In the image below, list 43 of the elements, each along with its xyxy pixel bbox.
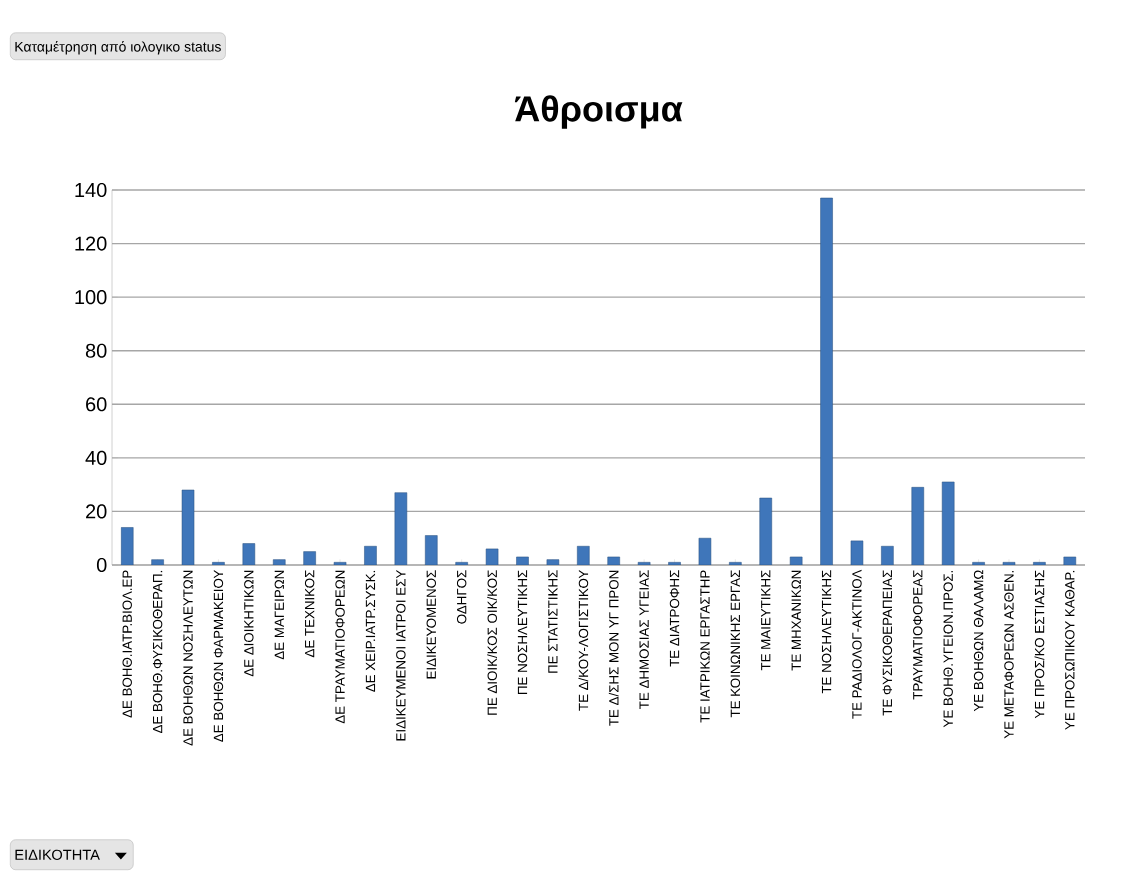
x-tick-label: ΥΕ ΜΕΤΑΦΟΡΕΩΝ ΑΣΘΕΝ. bbox=[1004, 570, 1014, 739]
x-tick-label: ΕΙΔΙΚΕΥΟΜΕΝΟΣ bbox=[426, 570, 436, 679]
x-tick-label: ΤΕ ΔΗΜΟΣΙΑΣ ΥΓΕΙΑΣ bbox=[639, 570, 649, 709]
x-tick-label: ΔΕ ΧΕΙΡ.ΙΑΤΡ.ΣΥΣΚ. bbox=[365, 570, 376, 692]
y-tick-label: 100 bbox=[75, 290, 107, 305]
y-tick-label: 140 bbox=[75, 182, 107, 198]
y-tick-label: 20 bbox=[86, 504, 107, 519]
x-tick-label: ΔΕ ΤΕΧΝΙΚΟΣ bbox=[304, 570, 315, 658]
chart-title: Άθροισμα bbox=[514, 95, 683, 129]
x-tick-label: ΥΕ ΠΡΟΣΩΠΙΚΟΥ ΚΑΘΑΡ. bbox=[1065, 570, 1075, 730]
x-tick-label: ΔΕ ΒΟΗΘΩΝ ΝΟΣΗΛΕΥΤΩΝ bbox=[183, 570, 193, 746]
x-tick-label: ΥΕ ΒΟΗΘ.ΥΓΕΙΟΝ.ΠΡΟΣ. bbox=[943, 570, 953, 728]
x-tick-label: ΤΡΑΥΜΑΤΙΟΦΟΡΕΑΣ bbox=[913, 570, 923, 700]
x-tick-label: ΔΕ ΔΙΟΙΚΗΤΙΚΩΝ bbox=[244, 570, 254, 677]
x-tick-label: ΔΕ ΤΡΑΥΜΑΤΙΟΦΟΡΕΩΝ bbox=[335, 570, 345, 724]
text: ΕΙΔΙΚΟΤΗΤΑ bbox=[15, 849, 100, 860]
x-tick-label: ΤΕ ΡΑΔΙΟΛΟΓ-ΑΚΤΙΝΟΛ bbox=[852, 569, 862, 719]
x-tick-label: ΤΕ ΔΙΑΤΡΟΦΗΣ bbox=[669, 570, 680, 667]
x-tick-label: ΠΕ ΔΙΟΙΚ/ΚΟΣ ΟΙΚ/ΚΟΣ bbox=[487, 570, 497, 715]
x-tick-label: ΤΕ ΦΥΣΙΚΟΘΕΡΑΠΕΙΑΣ bbox=[882, 570, 893, 716]
x-tick-label: ΟΔΗΓΟΣ bbox=[456, 570, 467, 624]
x-tick-label: ΤΕ Δ/ΚΟΥ-ΛΟΓΙΣΤΙΚΟΥ bbox=[578, 569, 589, 711]
x-tick-label: ΥΕ ΒΟΗΘΩΝ ΘΑΛΑΜΩ bbox=[973, 570, 984, 712]
x-tick-label: ΤΕ ΜΗΧΑΝΙΚΩΝ bbox=[791, 570, 801, 671]
x-tick-label: ΔΕ ΒΟΗΘ.ΙΑΤΡ.ΒΙΟΛ.ΕΡ bbox=[122, 570, 132, 718]
x-tick-label: ΔΕ ΒΟΗΘ.ΦΥΣΙΚΟΘΕΡΑΠ. bbox=[152, 570, 163, 734]
x-tick-label: ΔΕ ΜΑΓΕΙΡΩΝ bbox=[274, 570, 284, 660]
x-tick-label: ΤΕ Δ/ΣΗΣ ΜΟΝ ΥΓ ΠΡΟΝ bbox=[608, 570, 619, 726]
x-tick-label: ΠΕ ΣΤΑΤΙΣΤΙΚΗΣ bbox=[548, 570, 558, 673]
x-tick-label: ΥΕ ΠΡΟΣ/ΚΟ ΕΣΤΙΑΣΗΣ bbox=[1034, 570, 1045, 719]
x-tick-label: ΤΕ ΝΟΣΗΛΕΥΤΙΚΗΣ bbox=[821, 570, 832, 694]
text: Καταμέτρηση από ιολογικο status bbox=[15, 40, 221, 55]
x-tick-label: ΤΕ ΚΟΙΝΩΝΙΚΗΣ ΕΡΓΑΣ bbox=[730, 570, 741, 718]
y-tick-label: 120 bbox=[75, 236, 107, 251]
x-tick-label: ΤΕ ΜΑΙΕΥΤΙΚΗΣ bbox=[761, 570, 771, 671]
x-tick-label: ΤΕ ΙΑΤΡΙΚΩΝ ΕΡΓΑΣΤΗΡ bbox=[700, 570, 710, 723]
x-tick-label: ΕΙΔΙΚΕΥΜΕΝΟΙ ΙΑΤΡΟΙ ΕΣΥ bbox=[396, 569, 406, 741]
y-tick-label: 80 bbox=[85, 343, 107, 358]
x-tick-label: ΔΕ ΒΟΗΘΩΝ ΦΑΡΜΑΚΕΙΟΥ bbox=[213, 569, 224, 742]
x-tick-label: ΠΕ ΝΟΣΗΛΕΥΤΙΚΗΣ bbox=[517, 570, 528, 695]
y-tick-label: 60 bbox=[86, 397, 107, 412]
y-tick-label: 40 bbox=[85, 450, 107, 465]
y-tick-label: 0 bbox=[96, 557, 107, 573]
